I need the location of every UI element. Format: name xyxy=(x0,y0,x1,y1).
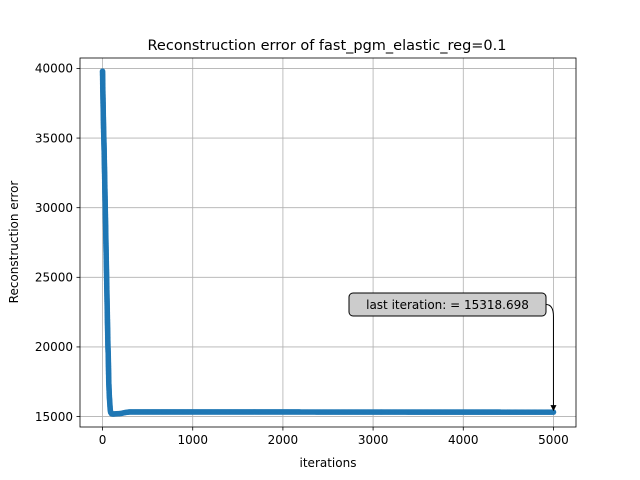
y-tick-label: 40000 xyxy=(35,62,73,76)
plot-frame xyxy=(79,57,577,428)
x-tick-label: 1000 xyxy=(177,433,208,447)
annotation: last iteration: = 15318.698 xyxy=(348,292,557,412)
y-axis-label: Reconstruction error xyxy=(7,181,21,304)
data-point xyxy=(550,409,557,415)
y-axis: 15000 20000 25000 30000 35000 40000 xyxy=(35,62,80,424)
y-tick-label: 15000 xyxy=(35,410,73,424)
x-axis-label: iterations xyxy=(300,456,357,470)
x-tick-label: 3000 xyxy=(358,433,389,447)
annotation-arrowhead xyxy=(550,405,557,412)
x-tick-label: 5000 xyxy=(538,433,569,447)
y-tick-label: 30000 xyxy=(35,201,73,215)
y-tick-label: 35000 xyxy=(35,131,73,145)
y-tick-label: 20000 xyxy=(35,340,73,354)
y-tick-label: 25000 xyxy=(35,271,73,285)
grid xyxy=(80,58,576,427)
x-tick-label: 4000 xyxy=(448,433,479,447)
x-tick-label: 2000 xyxy=(268,433,299,447)
annotation-arrow xyxy=(545,304,554,407)
chart-title: Reconstruction error of fast_pgm_elastic… xyxy=(148,38,507,54)
x-axis: 0 1000 2000 3000 4000 5000 xyxy=(99,427,569,447)
x-tick-label: 0 xyxy=(99,433,107,447)
series-line xyxy=(99,68,557,417)
annotation-label: last iteration: = 15318.698 xyxy=(366,298,529,312)
